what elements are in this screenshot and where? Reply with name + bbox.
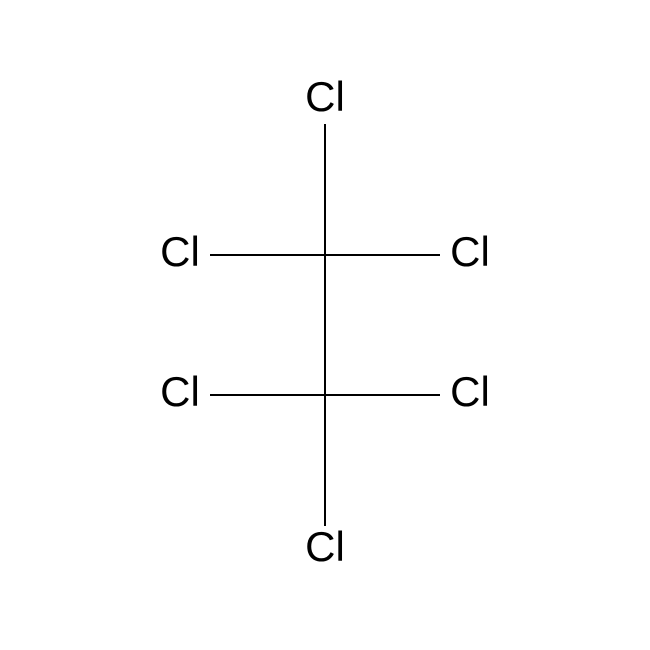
bonds-group [210,124,440,526]
atom-label: Cl [305,73,345,120]
atom-label: Cl [450,228,490,275]
atom-label: Cl [450,368,490,415]
atom-label: Cl [160,228,200,275]
molecule-diagram: Cl Cl Cl Cl Cl Cl [0,0,650,650]
atom-label: Cl [305,523,345,570]
atom-label: Cl [160,368,200,415]
